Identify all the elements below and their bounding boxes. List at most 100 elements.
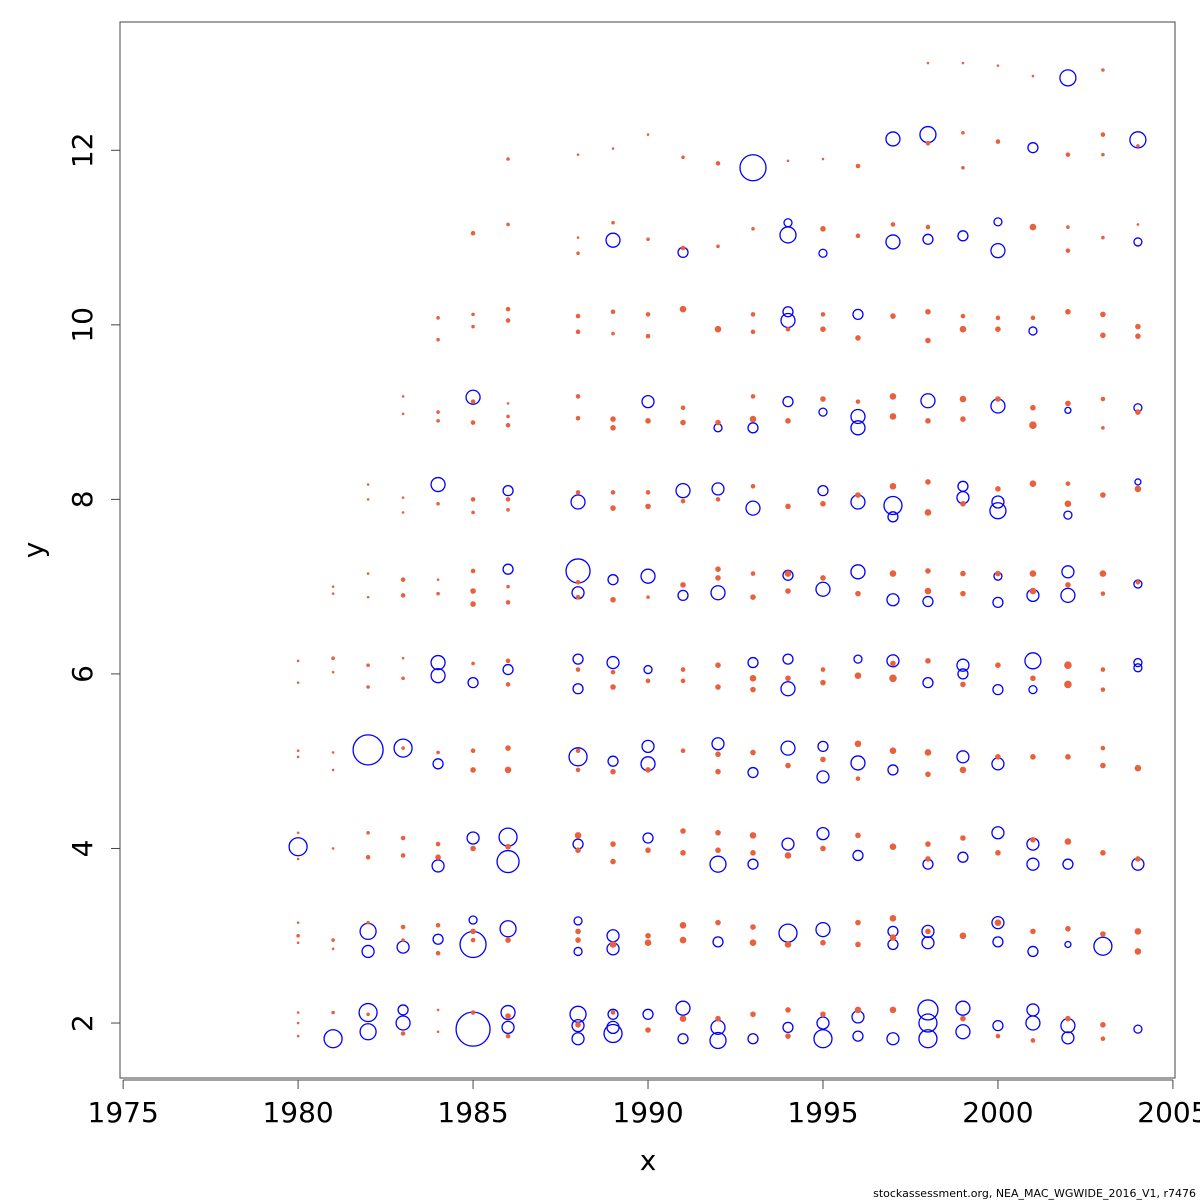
filled-bubble: [366, 595, 370, 599]
filled-bubble: [296, 831, 300, 835]
filled-bubble: [505, 318, 511, 323]
filled-bubble: [470, 588, 476, 594]
filled-bubble: [296, 755, 300, 759]
filled-bubble: [1135, 333, 1141, 339]
filled-bubble: [435, 950, 441, 956]
filled-bubble: [610, 858, 616, 865]
filled-bubble: [960, 590, 966, 597]
filled-bubble: [296, 1011, 300, 1014]
filled-bubble: [750, 924, 756, 930]
filled-bubble: [715, 684, 721, 690]
open-bubble: [607, 574, 619, 586]
open-bubble: [397, 1004, 409, 1016]
filled-bubble: [1134, 948, 1142, 955]
filled-bubble: [680, 748, 686, 754]
filled-bubble: [1101, 152, 1105, 157]
filled-bubble: [401, 676, 405, 681]
filled-bubble: [296, 1034, 300, 1038]
open-bubble: [955, 1000, 971, 1016]
filled-bubble: [1101, 426, 1105, 430]
open-bubble: [918, 1029, 938, 1049]
open-bubble: [886, 593, 900, 607]
filled-bubble: [365, 854, 371, 860]
filled-bubble: [505, 1033, 511, 1039]
filled-bubble: [995, 662, 1001, 669]
open-bubble: [642, 832, 654, 844]
filled-bubble: [1100, 591, 1106, 596]
filled-bubble: [505, 422, 511, 428]
filled-bubble: [610, 425, 616, 431]
filled-bubble: [366, 572, 370, 575]
open-bubble: [850, 564, 866, 580]
open-bubble: [465, 389, 481, 405]
open-bubble: [1025, 1015, 1041, 1031]
open-bubble: [779, 226, 797, 244]
filled-bubble: [961, 61, 965, 65]
open-bubble: [466, 831, 480, 845]
filled-bubble: [784, 941, 792, 948]
filled-bubble: [855, 941, 861, 948]
x-tick-label: 1980: [262, 1096, 333, 1129]
filled-bubble: [401, 656, 405, 660]
filled-bubble: [1065, 1015, 1071, 1022]
filled-bubble: [890, 313, 896, 319]
filled-bubble: [890, 660, 896, 667]
filled-bubble: [1029, 570, 1037, 577]
filled-bubble: [925, 841, 931, 847]
open-bubble: [711, 737, 725, 751]
filled-bubble: [505, 745, 511, 751]
y-tick-label: 10: [66, 307, 99, 343]
filled-bubble: [960, 313, 966, 319]
filled-bubble: [1101, 68, 1105, 72]
filled-bubble: [1135, 323, 1141, 330]
open-bubble: [455, 1011, 491, 1047]
filled-bubble: [995, 315, 1001, 321]
filled-bubble: [400, 593, 406, 598]
open-bubble: [359, 922, 377, 941]
open-bubble: [571, 1018, 585, 1033]
open-bubble: [1064, 940, 1072, 949]
y-tick-label: 8: [66, 490, 99, 508]
filled-bubble: [926, 61, 930, 65]
filled-bubble: [296, 941, 300, 945]
filled-bubble: [925, 224, 931, 230]
open-bubble: [1028, 326, 1038, 336]
filled-bubble: [1065, 248, 1071, 253]
filled-bubble: [855, 919, 861, 926]
filled-bubble: [715, 1015, 721, 1022]
filled-bubble: [574, 832, 582, 839]
open-bubble: [853, 654, 863, 664]
filled-bubble: [785, 418, 791, 424]
filled-bubble: [611, 331, 615, 336]
open-bubble: [1133, 663, 1143, 673]
filled-bubble: [1134, 928, 1142, 935]
filled-bubble: [471, 510, 475, 515]
open-bubble: [1027, 142, 1039, 154]
open-bubble: [607, 1008, 619, 1020]
filled-bubble: [680, 582, 686, 588]
filled-bubble: [785, 588, 791, 594]
filled-bubble: [995, 486, 1001, 492]
filled-bubble: [785, 503, 791, 510]
filled-bubble: [400, 924, 406, 930]
filled-bubble: [855, 233, 861, 239]
filled-bubble: [820, 575, 826, 581]
filled-bubble: [1029, 421, 1037, 430]
filled-bubble: [889, 747, 897, 755]
open-bubble: [991, 495, 1005, 509]
filled-bubble: [436, 410, 440, 414]
filled-bubble: [680, 667, 686, 672]
filled-bubble: [1100, 762, 1106, 769]
open-bubble: [431, 859, 445, 873]
open-bubble: [1133, 1024, 1143, 1034]
filled-bubble: [1029, 223, 1037, 231]
open-bubble: [502, 485, 514, 497]
filled-bubble: [506, 402, 510, 405]
filled-bubble: [506, 584, 510, 589]
open-bubble: [883, 495, 903, 516]
open-bubble: [886, 1032, 900, 1046]
filled-bubble: [645, 1027, 651, 1033]
filled-bubble: [1099, 570, 1107, 577]
filled-bubble: [436, 578, 440, 581]
filled-bubble: [296, 921, 300, 924]
